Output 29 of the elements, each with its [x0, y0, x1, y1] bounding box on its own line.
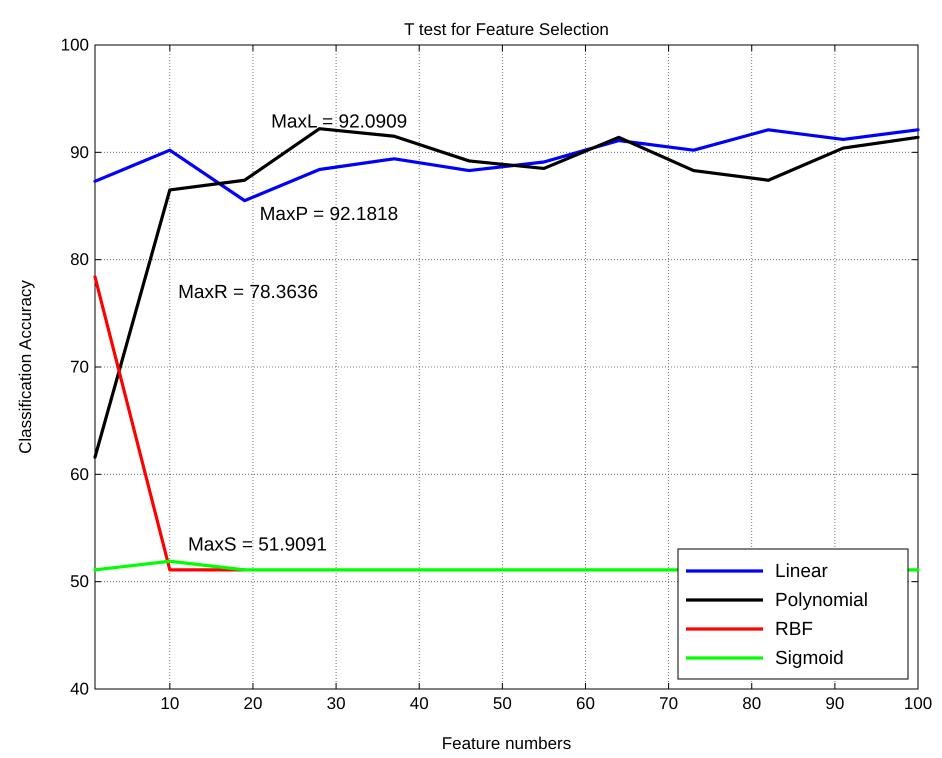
annotation: MaxS = 51.9091	[188, 534, 327, 556]
y-tick-label: 100	[60, 35, 89, 54]
annotation: MaxR = 78.3636	[178, 282, 318, 304]
legend-label: RBF	[775, 619, 813, 640]
x-tick-label: 100	[904, 694, 932, 714]
legend-label: Sigmoid	[775, 648, 844, 669]
legend-label: Polynomial	[775, 590, 868, 611]
x-tick-label: 20	[243, 694, 262, 714]
y-tick-label: 90	[70, 142, 89, 162]
x-tick-label: 60	[576, 694, 595, 714]
legend-label: Linear	[775, 561, 828, 582]
y-tick-label: 80	[70, 250, 89, 270]
x-tick-label: 90	[825, 694, 844, 714]
annotation: MaxP = 92.1818	[260, 204, 398, 226]
y-tick-label: 40	[70, 679, 89, 698]
annotation: MaxL = 92.0909	[271, 111, 408, 132]
x-axis-title: Feature numbers	[442, 734, 572, 753]
y-tick-label: 70	[70, 357, 89, 376]
x-tick-label: 80	[742, 694, 762, 714]
line-series	[93, 128, 920, 202]
y-tick-label: 60	[70, 464, 89, 484]
x-tick-label: 70	[659, 694, 678, 714]
x-tick-label: 30	[326, 694, 346, 714]
y-tick-label: 50	[70, 572, 89, 592]
chart-title: T test for Feature Selection	[404, 20, 609, 39]
x-tick-label: 40	[410, 694, 429, 714]
x-tick-label: 10	[160, 694, 180, 714]
x-tick-label: 50	[492, 694, 512, 714]
y-axis-title: Classification Accuracy	[16, 280, 35, 454]
